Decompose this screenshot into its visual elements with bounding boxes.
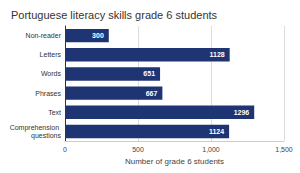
svg-text:questions: questions xyxy=(31,132,61,140)
svg-text:0: 0 xyxy=(63,146,67,153)
svg-text:500: 500 xyxy=(132,146,144,153)
svg-text:Phrases: Phrases xyxy=(35,90,61,97)
svg-text:Number of grade 6 students: Number of grade 6 students xyxy=(125,157,224,166)
svg-text:300: 300 xyxy=(92,32,104,39)
svg-text:Comprehension: Comprehension xyxy=(10,124,61,132)
svg-text:Words: Words xyxy=(41,70,62,77)
svg-text:1,000: 1,000 xyxy=(202,146,220,153)
svg-text:Portuguese literacy skills gra: Portuguese literacy skills grade 6 stude… xyxy=(11,9,218,21)
svg-text:1,500: 1,500 xyxy=(275,146,293,153)
svg-text:1124: 1124 xyxy=(209,128,224,135)
svg-text:Text: Text xyxy=(48,109,61,116)
svg-text:1296: 1296 xyxy=(234,109,250,116)
svg-text:1128: 1128 xyxy=(210,51,225,58)
svg-text:Letters: Letters xyxy=(40,51,62,58)
svg-text:667: 667 xyxy=(146,90,158,97)
svg-text:651: 651 xyxy=(143,70,155,77)
svg-text:Non-reader: Non-reader xyxy=(26,32,62,39)
